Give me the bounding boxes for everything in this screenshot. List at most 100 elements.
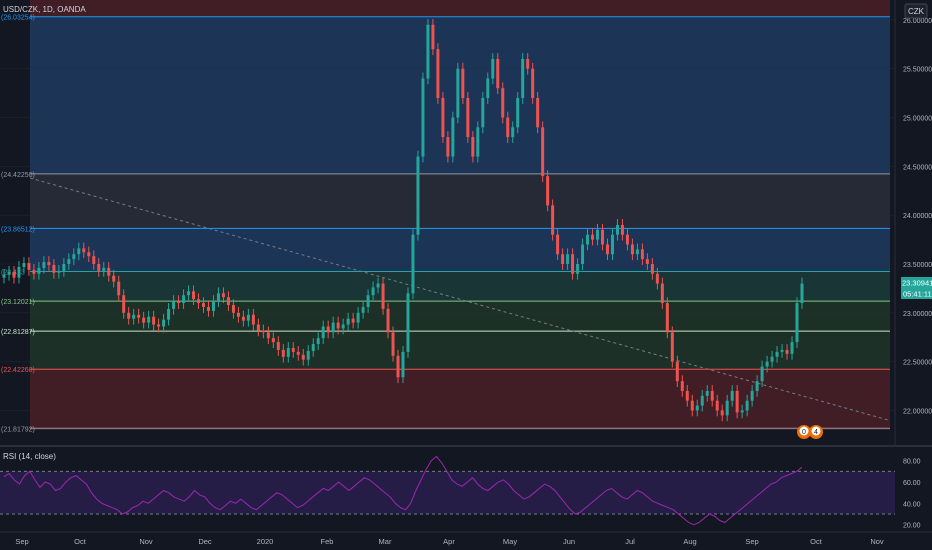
candle-body [456, 68, 460, 118]
fib-zone [30, 173, 890, 229]
candle-body [321, 326, 325, 339]
fib-level-label: (22.81287) [1, 329, 35, 336]
candle-body [406, 293, 410, 352]
candle-body [670, 332, 674, 362]
price-tick-label: 26.00000 [903, 18, 932, 25]
candle-body [311, 344, 315, 351]
time-tick-label: Jun [563, 537, 575, 546]
rsi-pane[interactable]: RSI (14, close) 80.00 60.00 40.00 20.00 [0, 452, 921, 530]
fib-zone [30, 228, 890, 272]
time-tick-label: Nov [870, 537, 884, 546]
time-tick-label: Feb [321, 537, 334, 546]
candle-body [187, 291, 191, 296]
candle-body [735, 390, 739, 413]
candle-body [281, 349, 285, 357]
candle-body [586, 234, 590, 245]
event-badges[interactable]: 0 4 [797, 425, 823, 439]
price-tick-label: 24.00000 [903, 213, 932, 220]
candle-body [401, 351, 405, 378]
candle-body [411, 234, 415, 294]
candle-body [152, 316, 156, 325]
fib-level-label: (22.42260) [1, 367, 35, 374]
candle-body [386, 308, 390, 333]
fib-zone [30, 331, 890, 370]
time-axis[interactable]: Sep Oct Nov Dec 2020 Feb Mar Apr May Jun Jul Aug Sep… [15, 537, 884, 546]
candle-body [765, 361, 769, 367]
candle-body [715, 400, 719, 411]
candle-body [57, 270, 61, 273]
candle-body [87, 252, 91, 257]
currency-badge[interactable]: CZK [904, 3, 928, 19]
time-tick-label: Sep [15, 537, 28, 546]
candle-body [206, 306, 210, 311]
candle-body [446, 137, 450, 157]
candle-body [521, 58, 525, 98]
candle-body [112, 275, 116, 282]
candle-body [416, 156, 420, 235]
price-tick-label: 22.00000 [903, 408, 932, 415]
candle-body [740, 410, 744, 413]
candle-body [426, 24, 430, 79]
candle-body [291, 347, 295, 352]
time-tick-label: 2020 [257, 537, 274, 546]
candle-body [261, 330, 265, 333]
candle-body [770, 356, 774, 362]
candle-body [132, 314, 136, 319]
candle-body [610, 234, 614, 255]
candle-body [92, 256, 96, 264]
candle-body [451, 117, 455, 157]
candle-body [695, 405, 699, 411]
candle-body [62, 264, 66, 271]
fib-level-label: (24.42250) [1, 172, 35, 179]
candle-body [346, 318, 350, 325]
candle-body [67, 259, 71, 264]
time-tick-label: Oct [810, 537, 823, 546]
candle-body [581, 244, 585, 264]
candle-body [37, 267, 41, 274]
time-tick-label: Mar [379, 537, 392, 546]
candle-body [441, 98, 445, 138]
candle-body [561, 254, 565, 264]
candle-body [700, 395, 704, 406]
candle-body [546, 176, 550, 206]
time-tick-label: Nov [139, 537, 153, 546]
candle-body [182, 295, 186, 304]
candle-body [167, 308, 171, 320]
candle-body [376, 283, 380, 288]
fib-retracement[interactable]: (26.03254)(24.42250)(23.86512)(23.423(23… [1, 0, 890, 433]
trend-line[interactable] [29, 177, 889, 421]
candle-body [246, 314, 250, 321]
candle-body [22, 263, 26, 267]
candle-body [241, 316, 245, 321]
price-axis[interactable]: 26.00000 25.50000 25.00000 24.50000 24.00000… [894, 0, 932, 445]
candle-body [650, 264, 654, 274]
candle-body [491, 58, 495, 79]
candle-body [790, 342, 794, 354]
rsi-band [0, 471, 895, 514]
candle-body [316, 338, 320, 345]
candle-body [730, 390, 734, 401]
candle-body [780, 349, 784, 352]
candle-body [266, 332, 270, 339]
candle-body [236, 312, 240, 317]
candle-body [556, 234, 560, 255]
candle-body [97, 264, 101, 271]
candle-body [7, 271, 11, 275]
countdown-label: 05:41:11 [903, 290, 932, 299]
candle-body [775, 351, 779, 357]
candle-body [511, 127, 515, 138]
candle-body [496, 58, 500, 89]
candle-body [675, 361, 679, 382]
candle-body [795, 303, 799, 343]
time-tick-label: Apr [443, 537, 455, 546]
price-tick-label: 25.00000 [903, 116, 932, 123]
symbol-title[interactable]: USD/CZK, 1D, OANDA [3, 5, 86, 14]
candle-body [77, 248, 81, 255]
candle-body [122, 295, 126, 313]
rsi-axis[interactable]: 80.00 60.00 40.00 20.00 [903, 459, 921, 530]
candle-body [471, 137, 475, 157]
candle-body [571, 254, 575, 274]
candle-body [356, 312, 360, 323]
candle-body [660, 283, 664, 304]
